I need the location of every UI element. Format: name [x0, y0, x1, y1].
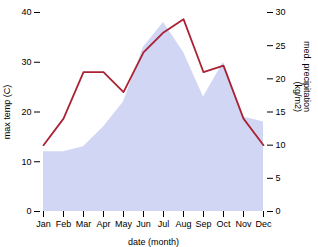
- svg-text:Sep: Sep: [195, 219, 211, 229]
- svg-text:Nov: Nov: [235, 219, 252, 229]
- svg-text:20: 20: [21, 107, 31, 117]
- svg-text:20: 20: [276, 74, 286, 84]
- svg-text:Jun: Jun: [136, 219, 151, 229]
- svg-text:Dec: Dec: [255, 219, 272, 229]
- svg-text:Apr: Apr: [96, 219, 110, 229]
- svg-text:Feb: Feb: [56, 219, 72, 229]
- svg-text:Aug: Aug: [175, 219, 191, 229]
- svg-text:5: 5: [276, 173, 281, 183]
- svg-text:25: 25: [276, 41, 286, 51]
- svg-text:max temp (C): max temp (C): [2, 85, 12, 140]
- svg-text:Mar: Mar: [76, 219, 92, 229]
- svg-text:Jan: Jan: [36, 219, 51, 229]
- svg-text:30: 30: [276, 7, 286, 17]
- svg-text:0: 0: [26, 206, 31, 216]
- svg-text:10: 10: [276, 140, 286, 150]
- svg-text:30: 30: [21, 57, 31, 67]
- svg-text:40: 40: [21, 7, 31, 17]
- svg-text:15: 15: [276, 107, 286, 117]
- svg-text:0: 0: [276, 206, 281, 216]
- svg-text:May: May: [115, 219, 133, 229]
- svg-text:date (month): date (month): [128, 237, 179, 247]
- svg-text:Jul: Jul: [158, 219, 170, 229]
- svg-text:Oct: Oct: [216, 219, 231, 229]
- svg-text:med. precipitation(kg/m2): med. precipitation(kg/m2): [293, 41, 312, 112]
- svg-text:10: 10: [21, 157, 31, 167]
